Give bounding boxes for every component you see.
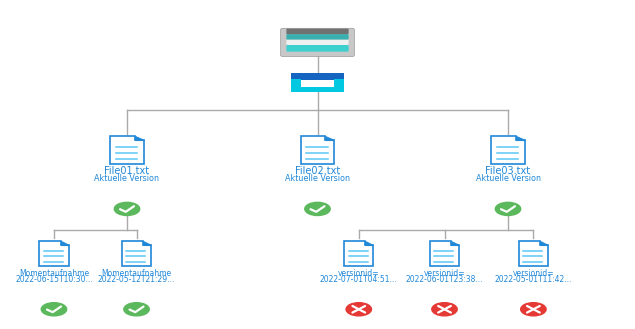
Circle shape <box>305 202 330 215</box>
Text: 2022-06-01T23:38...: 2022-06-01T23:38... <box>406 275 483 284</box>
Circle shape <box>346 303 371 316</box>
Polygon shape <box>325 136 334 140</box>
Polygon shape <box>366 241 373 245</box>
Polygon shape <box>540 241 548 245</box>
Polygon shape <box>135 136 144 140</box>
FancyBboxPatch shape <box>286 45 349 52</box>
Polygon shape <box>122 241 151 266</box>
FancyBboxPatch shape <box>290 79 301 92</box>
Polygon shape <box>301 136 334 164</box>
Polygon shape <box>430 241 459 266</box>
Text: 2022-07-01T04:51...: 2022-07-01T04:51... <box>320 275 398 284</box>
Polygon shape <box>110 136 144 164</box>
FancyBboxPatch shape <box>281 28 354 57</box>
FancyBboxPatch shape <box>290 87 344 92</box>
FancyBboxPatch shape <box>290 73 344 80</box>
Text: 2022-05-12T21:29...: 2022-05-12T21:29... <box>98 275 175 284</box>
FancyBboxPatch shape <box>286 39 349 45</box>
Circle shape <box>521 303 546 316</box>
Text: Aktuelle Version: Aktuelle Version <box>476 174 540 183</box>
Polygon shape <box>344 241 373 266</box>
Polygon shape <box>491 136 525 164</box>
Polygon shape <box>516 136 525 140</box>
Text: 2022-06-15T10:30...: 2022-06-15T10:30... <box>15 275 93 284</box>
Polygon shape <box>144 241 151 245</box>
Polygon shape <box>39 241 69 266</box>
FancyBboxPatch shape <box>286 29 349 34</box>
Text: versionid=: versionid= <box>424 269 465 278</box>
Text: Aktuelle Version: Aktuelle Version <box>285 174 350 183</box>
Text: versionid=: versionid= <box>338 269 380 278</box>
FancyBboxPatch shape <box>334 79 344 92</box>
Text: File01.txt: File01.txt <box>104 166 150 176</box>
FancyBboxPatch shape <box>286 34 349 39</box>
Polygon shape <box>451 241 459 245</box>
Text: Aktuelle Version: Aktuelle Version <box>95 174 159 183</box>
Circle shape <box>124 303 149 316</box>
Text: File02.txt: File02.txt <box>295 166 340 176</box>
Text: 2022-05-01T11:42...: 2022-05-01T11:42... <box>495 275 572 284</box>
Text: Momentaufnahme: Momentaufnahme <box>19 269 89 278</box>
Circle shape <box>432 303 457 316</box>
Circle shape <box>41 303 67 316</box>
Polygon shape <box>519 241 548 266</box>
Circle shape <box>495 202 521 215</box>
Text: Momentaufnahme: Momentaufnahme <box>102 269 171 278</box>
Circle shape <box>114 202 140 215</box>
Polygon shape <box>61 241 69 245</box>
Text: File03.txt: File03.txt <box>485 166 531 176</box>
Text: versionid=: versionid= <box>512 269 554 278</box>
